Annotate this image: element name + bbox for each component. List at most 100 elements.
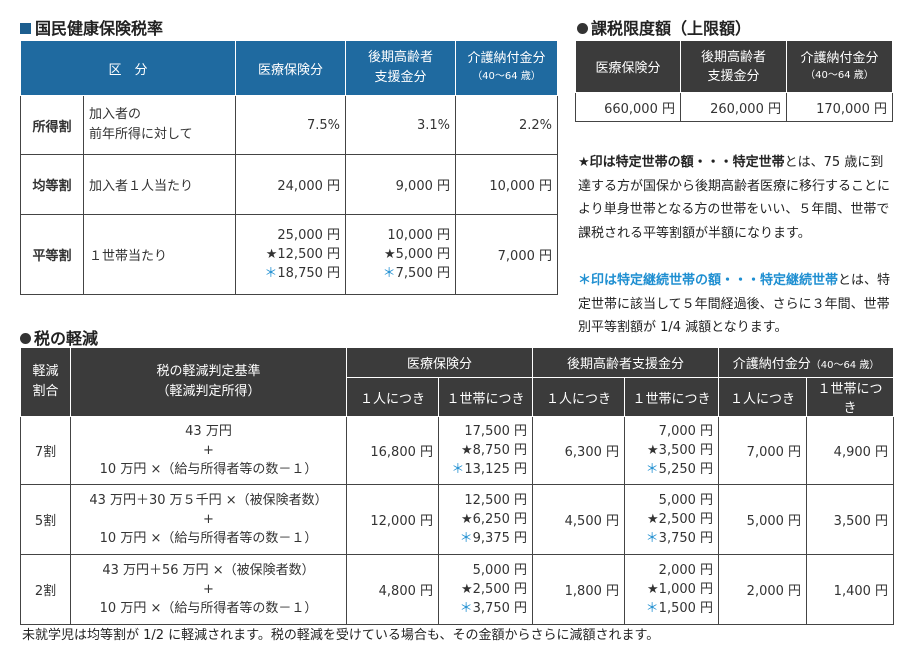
- reduction-title-text: 税の軽減: [34, 329, 99, 348]
- reduction-header-row-1: 軽減 割合 税の軽減判定基準 （軽減判定所得） 医療保険分 後期高齢者支援金分 …: [20, 347, 895, 417]
- amount-star: ★6,250 円: [461, 512, 528, 527]
- asterisk-icon: ＊: [382, 266, 396, 281]
- header-med-per-person: １人につき: [346, 377, 439, 417]
- limits-section-title: 課税限度額（上限額）: [577, 15, 751, 39]
- sup-per-person: 1,800 円: [532, 554, 626, 625]
- amount-star: ★3,500 円: [647, 443, 714, 458]
- care-per-household: 4,900 円: [806, 416, 895, 485]
- sup-per-household: 5,000 円 ★2,500 円 ＊3,750 円: [624, 484, 720, 555]
- amount-star: ★5,000 円: [384, 247, 451, 262]
- amount-base: 5,000 円: [472, 563, 528, 578]
- reduction-row-20: 2割 43 万円＋56 万円 ×（被保険者数） + 10 万円 ×（給与所得者等…: [20, 554, 895, 625]
- criteria-line: 43 万円＋56 万円 ×（被保険者数）: [102, 563, 315, 578]
- amount-asterisk: ＊9,375 円: [444, 529, 527, 548]
- amount-star: ★2,500 円: [647, 512, 714, 527]
- rate-care: 2.2%: [455, 95, 559, 155]
- sup-per-person: 4,500 円: [532, 484, 626, 555]
- row-desc: 加入者の 前年所得に対して: [82, 95, 237, 155]
- criteria-line: 10 万円 ×（給与所得者等の数－１）: [99, 462, 318, 477]
- amount-asterisk-value: 1,500 円: [658, 601, 714, 616]
- asterisk-note-body: とは、特定世帯に該当して５年間経過後、さらに３年間、世帯別平等割額が 1/4 減…: [578, 273, 891, 335]
- header-sup-per-household: １世帯につき: [624, 377, 720, 417]
- amount-asterisk: ＊3,750 円: [444, 599, 527, 618]
- row-desc: １世帯当たり: [82, 214, 237, 295]
- header-med-per-household: １世帯につき: [437, 377, 534, 417]
- rates-title-text: 国民健康保険税率: [35, 19, 164, 38]
- asterisk-note-lead: ＊印は特定継続世帯の額・・・特定継続世帯: [578, 273, 839, 288]
- header-medical: 医療保険分: [345, 347, 534, 378]
- amount-asterisk-value: 18,750 円: [277, 266, 341, 281]
- amount-star: ★2,500 円: [461, 582, 528, 597]
- reduction-ratio: 7割: [20, 416, 71, 485]
- asterisk-icon: ＊: [264, 266, 278, 281]
- rate-care: 10,000 円: [455, 154, 559, 215]
- header-sup-per-person: １人につき: [532, 377, 626, 417]
- limits-table: 医療保険分 後期高齢者 支援金分 介護納付金分 （40～64 歳） 660,00…: [575, 40, 893, 122]
- amount-base: 7,000 円: [658, 424, 714, 439]
- star-note-lead: ★印は特定世帯の額・・・特定世帯: [578, 155, 785, 170]
- star-note: ★印は特定世帯の額・・・特定世帯とは、75 歳に到達する方が国保から後期高齢者医…: [578, 151, 893, 245]
- amount-star: ★8,750 円: [461, 443, 528, 458]
- rates-header-care-age: （40～64 歳）: [472, 71, 541, 82]
- criteria-line: 10 万円 ×（給与所得者等の数－１）: [99, 531, 318, 546]
- row-label: 均等割: [20, 154, 84, 215]
- amount-base: 5,000 円: [658, 493, 714, 508]
- rate-medical: 7.5%: [235, 95, 347, 155]
- care-per-person: 7,000 円: [718, 416, 808, 485]
- criteria-plus: +: [203, 582, 214, 597]
- limits-header-support: 後期高齢者 支援金分: [680, 40, 787, 93]
- header-criteria: 税の軽減判定基準 （軽減判定所得）: [70, 347, 347, 417]
- amount-base: 10,000 円: [387, 228, 451, 243]
- med-per-household: 17,500 円 ★8,750 円 ＊13,125 円: [437, 416, 534, 485]
- med-per-household: 5,000 円 ★2,500 円 ＊3,750 円: [437, 554, 534, 625]
- reduction-criteria: 43 万円＋30 万５千円 ×（被保険者数） + 10 万円 ×（給与所得者等の…: [70, 484, 347, 555]
- row-label: 平等割: [20, 214, 84, 295]
- amount-base: 12,500 円: [464, 493, 528, 508]
- rates-header-care: 介護納付金分 （40～64 歳）: [455, 40, 559, 96]
- limits-header-care-age: （40～64 歳）: [805, 69, 874, 81]
- criteria-line: 10 万円 ×（給与所得者等の数－１）: [99, 601, 318, 616]
- criteria-plus: +: [203, 443, 214, 458]
- care-per-person: 5,000 円: [718, 484, 808, 555]
- amount-star: ★12,500 円: [265, 247, 341, 262]
- limits-header-medical: 医療保険分: [575, 40, 681, 93]
- reduction-criteria: 43 万円 + 10 万円 ×（給与所得者等の数－１）: [70, 416, 347, 485]
- amount-asterisk: ＊1,500 円: [630, 599, 713, 618]
- med-per-person: 16,800 円: [346, 416, 439, 485]
- star-note-body: とは、75 歳に到達する方が国保から後期高齢者医療に移行することにより単身世帯と…: [578, 155, 891, 241]
- header-care: 介護納付金分（40～64 歳）: [718, 347, 895, 378]
- reduction-ratio: 5割: [20, 484, 71, 555]
- asterisk-icon: ＊: [459, 531, 473, 546]
- amount-asterisk: ＊3,750 円: [630, 529, 713, 548]
- care-per-person: 2,000 円: [718, 554, 808, 625]
- rates-header-division: 区 分: [19, 40, 237, 96]
- criteria-line: 43 万円: [185, 424, 232, 439]
- header-care-per-person: １人につき: [718, 377, 808, 417]
- asterisk-note: ＊印は特定継続世帯の額・・・特定継続世帯とは、特定世帯に該当して５年間経過後、さ…: [578, 269, 893, 340]
- med-per-household: 12,500 円 ★6,250 円 ＊9,375 円: [437, 484, 534, 555]
- care-per-household: 3,500 円: [806, 484, 895, 555]
- limit-care: 170,000 円: [786, 92, 893, 122]
- row-label: 所得割: [20, 95, 84, 155]
- amount-base: 2,000 円: [658, 563, 714, 578]
- criteria-line: 43 万円＋30 万５千円 ×（被保険者数）: [89, 493, 328, 508]
- limits-header-row: 医療保険分 後期高齢者 支援金分 介護納付金分 （40～64 歳）: [575, 40, 893, 93]
- rates-header-support: 後期高齢者 支援金分: [345, 40, 457, 96]
- reduction-criteria: 43 万円＋56 万円 ×（被保険者数） + 10 万円 ×（給与所得者等の数－…: [70, 554, 347, 625]
- header-support: 後期高齢者支援金分: [532, 347, 720, 378]
- care-per-household: 1,400 円: [806, 554, 895, 625]
- square-bullet-icon: [20, 23, 31, 34]
- rates-table: 区 分 医療保険分 後期高齢者 支援金分 介護納付金分 （40～64 歳） 所得…: [19, 40, 559, 295]
- asterisk-icon: ＊: [645, 601, 659, 616]
- header-ratio: 軽減 割合: [20, 347, 71, 417]
- asterisk-icon: ＊: [451, 462, 465, 477]
- rates-header-care-label: 介護納付金分: [467, 51, 546, 66]
- med-per-person: 4,800 円: [346, 554, 439, 625]
- amount-asterisk: ＊5,250 円: [630, 460, 713, 479]
- amount-asterisk-value: 9,375 円: [472, 531, 528, 546]
- sup-per-person: 6,300 円: [532, 416, 626, 485]
- amount-asterisk-value: 7,500 円: [395, 266, 451, 281]
- circle-bullet-icon: [20, 333, 31, 344]
- limit-support: 260,000 円: [680, 92, 787, 122]
- header-care-label: 介護納付金分: [732, 357, 811, 372]
